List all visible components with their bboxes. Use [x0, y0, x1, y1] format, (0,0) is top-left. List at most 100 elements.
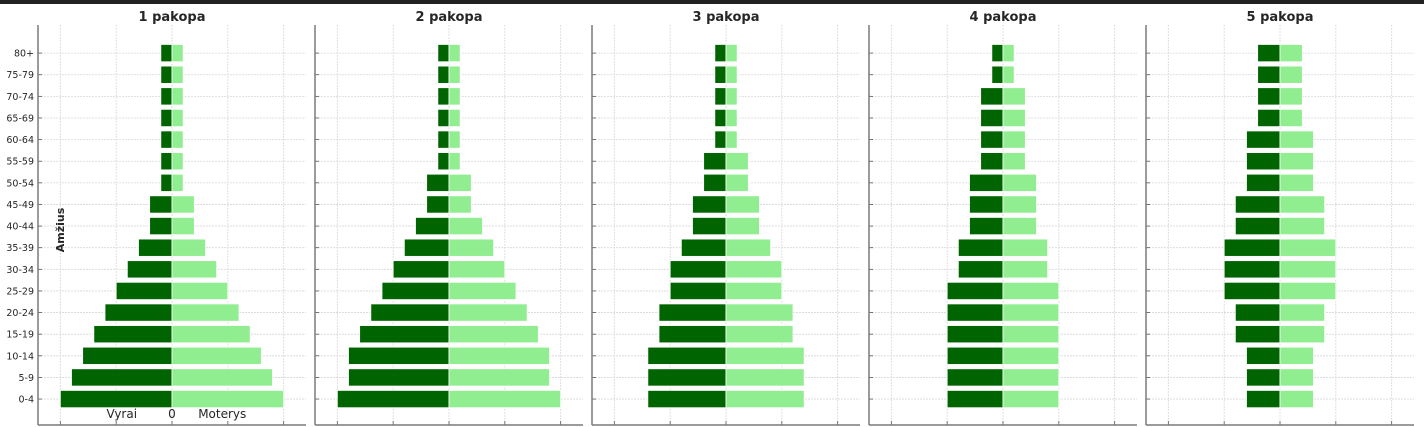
y-tick-label: 75-79: [6, 70, 34, 81]
female-bar-5-9: [1279, 368, 1314, 387]
male-bar-25-29: [115, 281, 173, 300]
male-bar-75-79: [991, 65, 1004, 84]
female-bar-20-24: [448, 303, 528, 322]
male-bar-5-9: [1246, 368, 1281, 387]
female-bar-40-44: [1002, 217, 1037, 236]
female-bar-60-64: [448, 130, 461, 149]
panel-title: 3 pakopa: [693, 10, 760, 25]
female-bar-45-49: [1002, 195, 1037, 214]
male-bar-50-54: [426, 173, 450, 192]
window-top-bar: [0, 0, 1424, 4]
female-bar-10-14: [171, 346, 262, 365]
female-bar-15-19: [448, 325, 539, 344]
male-bar-80+: [991, 44, 1004, 63]
male-bar-35-39: [957, 238, 1004, 257]
female-bar-25-29: [171, 281, 229, 300]
male-bar-50-54: [703, 173, 727, 192]
male-bar-0-4: [1246, 390, 1281, 409]
female-bar-80+: [171, 44, 184, 63]
female-bar-10-14: [1279, 346, 1314, 365]
female-bar-70-74: [448, 87, 461, 106]
female-bar-75-79: [448, 65, 461, 84]
male-bar-55-59: [1246, 152, 1281, 171]
female-bar-0-4: [171, 390, 285, 409]
male-bar-10-14: [647, 346, 727, 365]
male-bar-80+: [160, 44, 173, 63]
female-bar-60-64: [1002, 130, 1026, 149]
female-bar-75-79: [171, 65, 184, 84]
female-bar-0-4: [1002, 390, 1060, 409]
male-bar-30-34: [1223, 260, 1281, 279]
female-bar-70-74: [171, 87, 184, 106]
male-bar-55-59: [160, 152, 173, 171]
male-bar-15-19: [93, 325, 173, 344]
female-bar-40-44: [171, 217, 195, 236]
male-bar-60-64: [714, 130, 727, 149]
male-bar-70-74: [437, 87, 450, 106]
male-bar-15-19: [946, 325, 1004, 344]
female-bar-5-9: [725, 368, 805, 387]
female-bar-10-14: [725, 346, 805, 365]
male-bar-80+: [714, 44, 727, 63]
female-bar-60-64: [171, 130, 184, 149]
female-bar-70-74: [1279, 87, 1303, 106]
panel-title: 1 pakopa: [139, 10, 206, 25]
female-bar-10-14: [1002, 346, 1060, 365]
female-bar-10-14: [448, 346, 550, 365]
female-bar-75-79: [1002, 65, 1015, 84]
male-side-label: Vyrai: [106, 407, 137, 421]
female-bar-15-19: [725, 325, 794, 344]
female-bar-65-69: [448, 108, 461, 128]
male-bar-15-19: [1234, 325, 1281, 344]
male-bar-70-74: [980, 87, 1004, 106]
male-bar-20-24: [104, 303, 173, 322]
male-bar-65-69: [980, 108, 1004, 128]
male-bar-50-54: [969, 173, 1004, 192]
male-bar-65-69: [1257, 108, 1281, 128]
y-tick-label: 0-4: [18, 395, 34, 406]
female-bar-25-29: [725, 281, 783, 300]
female-bar-50-54: [448, 173, 472, 192]
female-bar-30-34: [1279, 260, 1337, 279]
male-bar-0-4: [946, 390, 1004, 409]
female-bar-80+: [1002, 44, 1015, 63]
female-bar-30-34: [448, 260, 506, 279]
male-bar-75-79: [160, 65, 173, 84]
y-axis-label: Amžius: [54, 207, 67, 252]
male-bar-35-39: [1223, 238, 1281, 257]
y-tick-label: 30-34: [6, 265, 34, 276]
y-tick-label: 45-49: [6, 200, 34, 211]
male-bar-60-64: [160, 130, 173, 149]
y-tick-label: 80+: [14, 49, 34, 60]
female-bar-15-19: [1002, 325, 1060, 344]
male-bar-60-64: [1246, 130, 1281, 149]
male-bar-25-29: [946, 281, 1004, 300]
female-bar-45-49: [1279, 195, 1326, 214]
female-bar-80+: [725, 44, 738, 63]
male-bar-55-59: [703, 152, 727, 171]
male-bar-40-44: [969, 217, 1004, 236]
female-bar-35-39: [171, 238, 206, 257]
male-bar-10-14: [348, 346, 450, 365]
female-bar-50-54: [171, 173, 184, 192]
panel-title: 5 pakopa: [1247, 10, 1314, 25]
male-bar-40-44: [149, 217, 173, 236]
male-bar-65-69: [437, 108, 450, 128]
y-tick-label: 20-24: [6, 308, 34, 319]
male-bar-20-24: [1234, 303, 1281, 322]
female-bar-55-59: [725, 152, 749, 171]
zero-label: 0: [168, 407, 176, 421]
y-tick-label: 50-54: [6, 178, 34, 189]
male-bar-75-79: [437, 65, 450, 84]
male-bar-5-9: [946, 368, 1004, 387]
male-bar-60-64: [437, 130, 450, 149]
y-tick-label: 60-64: [6, 135, 34, 146]
male-bar-35-39: [403, 238, 450, 257]
male-bar-65-69: [160, 108, 173, 128]
male-bar-40-44: [1234, 217, 1281, 236]
male-bar-55-59: [437, 152, 450, 171]
male-bar-0-4: [336, 390, 450, 409]
male-bar-60-64: [980, 130, 1004, 149]
y-tick-label: 25-29: [6, 286, 34, 297]
